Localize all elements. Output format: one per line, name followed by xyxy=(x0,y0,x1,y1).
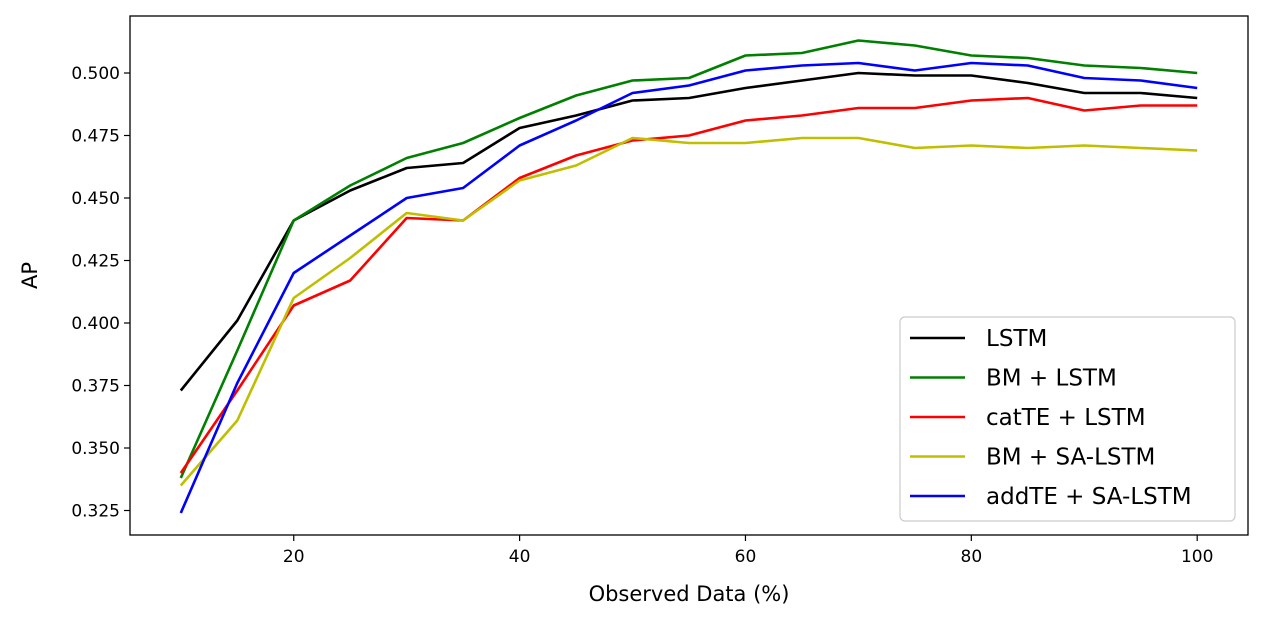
series-line-3 xyxy=(179,136,1198,487)
y-tick-label: 0.325 xyxy=(71,502,120,522)
y-axis-ticks: 0.325 0.350 0.375 0.400 0.425 0.450 0.475 0.500 xyxy=(71,64,130,522)
x-tick-label: 100 xyxy=(1181,547,1213,567)
y-axis-label: AP xyxy=(18,262,42,289)
legend-label-0: LSTM xyxy=(986,326,1047,352)
x-tick-label: 40 xyxy=(509,547,531,567)
legend-label-1: BM + LSTM xyxy=(986,366,1117,392)
y-tick-label: 0.475 xyxy=(71,127,120,147)
x-axis-ticks: 20 40 60 80 100 xyxy=(283,535,1213,567)
y-tick-label: 0.350 xyxy=(71,439,120,459)
y-tick-label: 0.375 xyxy=(71,377,120,397)
x-tick-label: 20 xyxy=(283,547,305,567)
y-tick-label: 0.450 xyxy=(71,189,120,209)
legend-box xyxy=(899,316,1236,522)
series-layer xyxy=(179,39,1198,514)
legend: LSTM BM + LSTM catTE + LSTM BM + SA-LSTM add… xyxy=(899,316,1236,522)
plot-frame xyxy=(129,15,1249,536)
y-tick-label: 0.500 xyxy=(71,64,120,84)
x-tick-label: 60 xyxy=(735,547,757,567)
series-line-2 xyxy=(179,96,1198,474)
legend-label-3: BM + SA-LSTM xyxy=(986,445,1155,471)
series-line-1 xyxy=(179,39,1198,479)
legend-items: LSTM BM + LSTM catTE + LSTM BM + SA-LSTM add… xyxy=(910,326,1192,510)
legend-label-2: catTE + LSTM xyxy=(986,405,1146,431)
series-line-0 xyxy=(179,71,1198,392)
x-axis-label: Observed Data (%) xyxy=(589,582,790,606)
series-line-4 xyxy=(179,61,1198,514)
legend-label-4: addTE + SA-LSTM xyxy=(986,484,1192,510)
y-tick-label: 0.400 xyxy=(71,314,120,334)
x-tick-label: 80 xyxy=(961,547,983,567)
y-tick-label: 0.425 xyxy=(71,252,120,272)
